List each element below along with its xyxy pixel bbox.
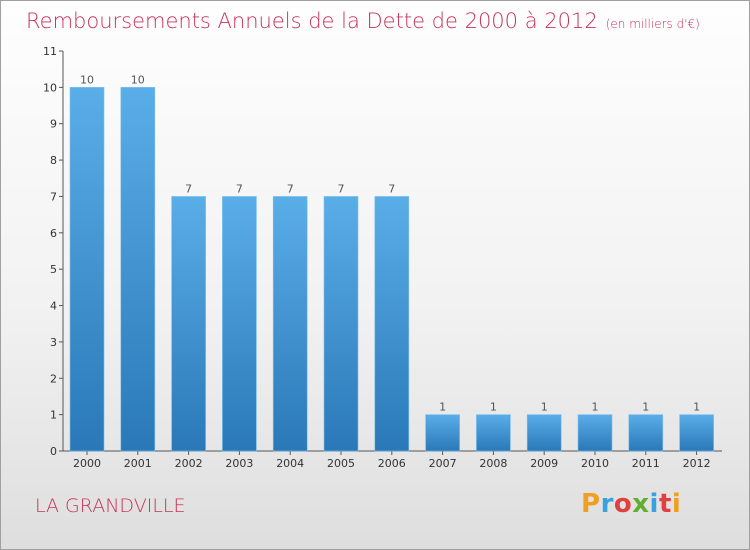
x-tick-label: 2001 bbox=[124, 457, 152, 470]
bar bbox=[323, 196, 359, 452]
logo-letter: o bbox=[613, 489, 633, 519]
x-tick-label: 2012 bbox=[683, 457, 711, 470]
x-tick-label: 2008 bbox=[479, 457, 507, 470]
commune-name: LA GRANDVILLE bbox=[35, 495, 186, 517]
chart-title: Remboursements Annuels de la Dette de 20… bbox=[26, 9, 700, 33]
data-label: 1 bbox=[439, 401, 446, 414]
logo-letter: x bbox=[632, 489, 650, 519]
data-label: 7 bbox=[287, 182, 294, 195]
data-label: 1 bbox=[642, 401, 649, 414]
bar bbox=[120, 87, 156, 452]
x-tick-label: 2006 bbox=[378, 457, 406, 470]
bar bbox=[374, 196, 410, 452]
bar bbox=[222, 196, 257, 452]
data-label: 1 bbox=[490, 401, 497, 414]
y-tick-label: 11 bbox=[43, 45, 57, 58]
bar bbox=[476, 414, 511, 452]
bar bbox=[679, 414, 714, 452]
y-tick-label: 2 bbox=[50, 372, 57, 385]
y-tick-label: 8 bbox=[50, 154, 57, 167]
x-tick-label: 2002 bbox=[175, 457, 203, 470]
x-tick-label: 2003 bbox=[225, 457, 253, 470]
x-tick-label: 2011 bbox=[632, 457, 660, 470]
chart-unit: (en milliers d'€) bbox=[605, 17, 700, 31]
bar bbox=[628, 414, 664, 452]
logo-letter: t bbox=[658, 489, 672, 519]
logo-letter: i bbox=[671, 489, 682, 519]
data-label: 1 bbox=[541, 401, 548, 414]
logo-letter: i bbox=[649, 489, 659, 519]
x-tick-label: 2009 bbox=[530, 457, 558, 470]
y-tick-label: 9 bbox=[50, 118, 57, 131]
x-tick-label: 2000 bbox=[73, 457, 101, 470]
data-label: 7 bbox=[388, 182, 395, 195]
x-tick-label: 2007 bbox=[429, 457, 457, 470]
x-tick-label: 2004 bbox=[276, 457, 304, 470]
y-tick-label: 5 bbox=[50, 263, 57, 276]
y-tick-label: 4 bbox=[50, 300, 57, 313]
data-label: 10 bbox=[131, 73, 145, 86]
y-tick-label: 7 bbox=[50, 190, 57, 203]
bar bbox=[425, 414, 460, 452]
y-tick-label: 6 bbox=[50, 227, 57, 240]
y-tick-label: 1 bbox=[50, 409, 57, 422]
data-label: 10 bbox=[80, 73, 94, 86]
logo-letter: P bbox=[581, 489, 601, 519]
bar bbox=[526, 414, 562, 452]
y-tick-label: 0 bbox=[50, 445, 57, 458]
bar bbox=[69, 87, 105, 452]
logo-letter: r bbox=[600, 489, 614, 519]
y-tick-label: 3 bbox=[50, 336, 57, 349]
proxiti-logo: Proxiti bbox=[581, 489, 681, 519]
data-label: 7 bbox=[236, 182, 243, 195]
data-label: 7 bbox=[185, 182, 192, 195]
data-label: 1 bbox=[693, 401, 700, 414]
data-label: 7 bbox=[338, 182, 345, 195]
bar bbox=[272, 196, 308, 452]
chart-title-text: Remboursements Annuels de la Dette de 20… bbox=[26, 9, 598, 33]
x-tick-label: 2010 bbox=[581, 457, 609, 470]
y-tick-label: 10 bbox=[43, 81, 57, 94]
bar bbox=[171, 196, 206, 452]
x-tick-label: 2005 bbox=[327, 457, 355, 470]
data-label: 1 bbox=[592, 401, 599, 414]
bar bbox=[577, 414, 613, 452]
